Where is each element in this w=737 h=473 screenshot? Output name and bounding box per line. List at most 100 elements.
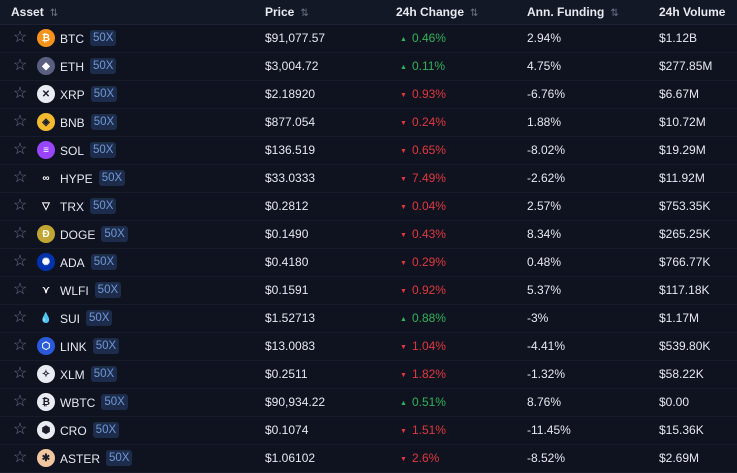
favorite-star-icon[interactable]: ☆ xyxy=(12,393,28,410)
asset-cell[interactable]: ADA 50X xyxy=(60,254,118,271)
favorite-star-icon[interactable]: ☆ xyxy=(12,421,28,438)
favorite-star-icon[interactable]: ☆ xyxy=(12,85,28,102)
change-value: 0.11% xyxy=(411,59,446,73)
asset-symbol: ADA xyxy=(60,256,85,270)
favorite-star-icon[interactable]: ☆ xyxy=(12,57,28,74)
asset-cell[interactable]: XRP 50X xyxy=(60,86,118,103)
change-cell: ▼ 0.93% xyxy=(400,87,446,101)
funding-cell: 2.94% xyxy=(527,31,562,45)
favorite-star-icon[interactable]: ☆ xyxy=(12,281,28,298)
favorite-star-icon[interactable]: ☆ xyxy=(12,337,28,354)
asset-cell[interactable]: WLFI 50X xyxy=(60,282,122,299)
volume-cell: $265.25K xyxy=(659,227,711,241)
price-cell: $877.054 xyxy=(265,115,316,129)
table-row[interactable]: ☆ ₿ BTC 50X $91,077.57 ▲ 0.46% 2.94% $1.1… xyxy=(0,24,737,53)
asset-symbol: XLM xyxy=(60,368,85,382)
asset-symbol: ETH xyxy=(60,60,84,74)
favorite-star-icon[interactable]: ☆ xyxy=(12,365,28,382)
bnb-icon: ◈ xyxy=(37,113,55,131)
table-row[interactable]: ☆ ≡ SOL 50X $136.519 ▼ 0.65% -8.02% $19.2… xyxy=(0,136,737,165)
favorite-star-icon[interactable]: ☆ xyxy=(12,113,28,130)
favorite-star-icon[interactable]: ☆ xyxy=(12,141,28,158)
funding-cell: -4.41% xyxy=(527,339,566,353)
sort-arrows-icon[interactable]: ⇅ xyxy=(300,8,309,19)
favorite-star-icon[interactable]: ☆ xyxy=(12,225,28,242)
triangle-down-icon: ▼ xyxy=(400,428,407,435)
favorite-star-icon[interactable]: ☆ xyxy=(12,449,28,466)
asset-cell[interactable]: WBTC 50X xyxy=(60,394,128,411)
asset-symbol: WBTC xyxy=(60,396,96,410)
change-cell: ▲ 0.88% xyxy=(400,311,446,325)
sort-arrows-icon[interactable]: ⇅ xyxy=(470,8,479,19)
sort-arrows-icon[interactable]: ⇅ xyxy=(610,8,619,19)
asset-cell[interactable]: DOGE 50X xyxy=(60,226,128,243)
table-row[interactable]: ☆ ▽ TRX 50X $0.2812 ▼ 0.04% 2.57% $753.35… xyxy=(0,192,737,221)
volume-cell: $6.67M xyxy=(659,87,700,101)
asset-cell[interactable]: BTC 50X xyxy=(60,30,117,47)
asset-cell[interactable]: SOL 50X xyxy=(60,142,117,159)
price-cell: $1.52713 xyxy=(265,311,316,325)
change-value: 0.24% xyxy=(411,115,446,129)
asset-cell[interactable]: HYPE 50X xyxy=(60,170,126,187)
wrapped-bitcoin-icon: ₿ xyxy=(37,393,55,411)
asset-symbol: SUI xyxy=(60,312,81,326)
change-value: 0.43% xyxy=(411,227,446,241)
asset-cell[interactable]: ETH 50X xyxy=(60,58,117,75)
table-row[interactable]: ☆ ◆ ETH 50X $3,004.72 ▲ 0.11% 4.75% $277.… xyxy=(0,52,737,81)
column-header-ann-funding[interactable]: Ann. Funding ⇅ xyxy=(527,5,619,19)
change-cell: ▼ 0.04% xyxy=(400,199,446,213)
favorite-star-icon[interactable]: ☆ xyxy=(12,309,28,326)
price-cell: $0.4180 xyxy=(265,255,309,269)
triangle-down-icon: ▼ xyxy=(400,260,407,267)
column-header-24h-change[interactable]: 24h Change ⇅ xyxy=(396,5,479,19)
column-header-asset[interactable]: Asset ⇅ xyxy=(11,5,59,19)
asset-cell[interactable]: ASTER 50X xyxy=(60,450,133,467)
table-row[interactable]: ☆ ⋎ WLFI 50X $0.1591 ▼ 0.92% 5.37% $117.1… xyxy=(0,276,737,305)
price-cell: $0.1591 xyxy=(265,283,309,297)
asset-cell[interactable]: XLM 50X xyxy=(60,366,118,383)
asset-symbol: CRO xyxy=(60,424,87,438)
funding-cell: 2.57% xyxy=(527,199,562,213)
table-row[interactable]: ☆ ⬡ LINK 50X $13.0083 ▼ 1.04% -4.41% $539… xyxy=(0,332,737,361)
table-row[interactable]: ☆ Ð DOGE 50X $0.1490 ▼ 0.43% 8.34% $265.2… xyxy=(0,220,737,249)
price-cell: $1.06102 xyxy=(265,451,316,465)
volume-cell: $0.00 xyxy=(659,395,690,409)
table-row[interactable]: ☆ ✕ XRP 50X $2.18920 ▼ 0.93% -6.76% $6.67… xyxy=(0,80,737,109)
favorite-star-icon[interactable]: ☆ xyxy=(12,29,28,46)
price-cell: $13.0083 xyxy=(265,339,316,353)
table-row[interactable]: ☆ ₿ WBTC 50X $90,934.22 ▲ 0.51% 8.76% $0.… xyxy=(0,388,737,417)
sort-arrows-icon[interactable]: ⇅ xyxy=(49,8,59,19)
asset-cell[interactable]: BNB 50X xyxy=(60,114,118,131)
asset-symbol: HYPE xyxy=(60,172,93,186)
table-row[interactable]: ☆ ✧ XLM 50X $0.2511 ▼ 1.82% -1.32% $58.22… xyxy=(0,360,737,389)
triangle-down-icon: ▼ xyxy=(400,148,407,155)
funding-cell: -8.52% xyxy=(527,451,566,465)
volume-cell: $11.92M xyxy=(659,171,705,185)
asset-cell[interactable]: CRO 50X xyxy=(60,422,120,439)
leverage-badge: 50X xyxy=(94,282,122,298)
favorite-star-icon[interactable]: ☆ xyxy=(12,253,28,270)
asset-cell[interactable]: TRX 50X xyxy=(60,198,117,215)
volume-cell: $15.36K xyxy=(659,423,704,437)
change-value: 0.29% xyxy=(411,255,446,269)
aster-icon: ✱ xyxy=(37,449,55,467)
change-cell: ▼ 1.82% xyxy=(400,367,446,381)
asset-cell[interactable]: SUI 50X xyxy=(60,310,113,327)
leverage-badge: 50X xyxy=(101,394,128,410)
table-row[interactable]: ☆ ⬢ CRO 50X $0.1074 ▼ 1.51% -11.45% $15.3… xyxy=(0,416,737,445)
price-cell: $33.0333 xyxy=(265,171,316,185)
column-header-24h-volume[interactable]: 24h Volume xyxy=(659,5,726,19)
volume-cell: $10.72M xyxy=(659,115,706,129)
table-row[interactable]: ☆ ◈ BNB 50X $877.054 ▼ 0.24% 1.88% $10.72… xyxy=(0,108,737,137)
table-row[interactable]: ☆ ✱ ASTER 50X $1.06102 ▼ 2.6% -8.52% $2.6… xyxy=(0,444,737,473)
wlfi-icon: ⋎ xyxy=(37,281,55,299)
asset-cell[interactable]: LINK 50X xyxy=(60,338,120,355)
volume-cell: $1.12B xyxy=(659,31,698,45)
column-header-price[interactable]: Price ⇅ xyxy=(265,5,309,19)
favorite-star-icon[interactable]: ☆ xyxy=(12,169,28,186)
favorite-star-icon[interactable]: ☆ xyxy=(12,197,28,214)
table-row[interactable]: ☆ 💧 SUI 50X $1.52713 ▲ 0.88% -3% $1.17M xyxy=(0,304,737,333)
change-value: 0.51% xyxy=(411,395,446,409)
table-row[interactable]: ☆ ∞ HYPE 50X $33.0333 ▼ 7.49% -2.62% $11.… xyxy=(0,164,737,193)
table-row[interactable]: ☆ ✺ ADA 50X $0.4180 ▼ 0.29% 0.48% $766.77… xyxy=(0,248,737,277)
